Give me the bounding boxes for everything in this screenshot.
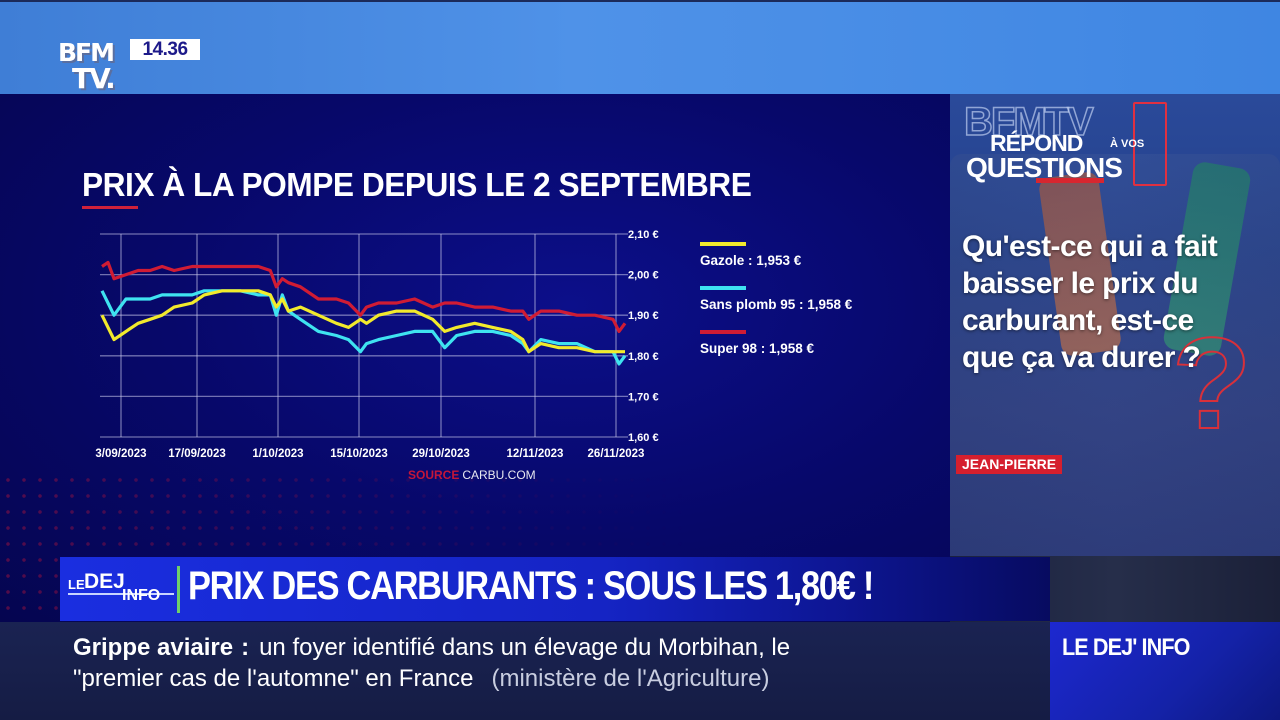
- chart-title: PRIX À LA POMPE DEPUIS LE 2 SEPTEMBRE: [82, 166, 752, 203]
- chart-lines: [100, 260, 627, 366]
- x-axis-ticks: 3/09/2023 17/09/2023 1/10/2023 15/10/2023 29…: [95, 448, 644, 460]
- svg-text:29/10/2023: 29/10/2023: [412, 448, 470, 460]
- questions-accent-bar: [1036, 178, 1104, 183]
- legend-label: Super 98 : 1,958 €: [700, 341, 815, 356]
- source-value: CARBU.COM: [462, 468, 536, 482]
- legend-swatch-super98: [700, 330, 746, 334]
- svg-text:1,60 €: 1,60 €: [628, 432, 659, 444]
- legend-swatch-gazole: [700, 242, 746, 246]
- repond-label: RÉPOND: [990, 130, 1083, 156]
- svg-text:26/11/2023: 26/11/2023: [588, 448, 645, 460]
- logo-dej: DEJ: [84, 570, 125, 593]
- show-name-badge: LE DEJ' INFO: [1050, 622, 1280, 720]
- asker-name-tag: JEAN-PIERRE: [956, 455, 1063, 474]
- ticker-text-1: un foyer identifié dans un élevage du Mo…: [259, 634, 791, 661]
- avos-label: À VOS: [1110, 138, 1145, 150]
- news-ticker: Grippe aviaire: un foyer identifié dans u…: [0, 622, 1050, 720]
- y-axis-ticks: 2,10 € 2,00 € 1,90 € 1,80 € 1,70 € 1,60 €: [628, 229, 659, 444]
- svg-text:2,00 €: 2,00 €: [628, 270, 659, 282]
- logo-info: INFO: [122, 587, 161, 604]
- ticker-source: (ministère de l'Agriculture): [491, 665, 770, 692]
- questions-label: QUESTIONS: [966, 152, 1123, 183]
- ticker-line-1: Grippe aviaire: un foyer identifié dans u…: [73, 634, 790, 662]
- svg-text:3/09/2023: 3/09/2023: [95, 448, 146, 460]
- question-mark-icon: ?: [1171, 310, 1252, 456]
- logo-bfm-text: BFM: [58, 38, 115, 67]
- headline-text: PRIX DES CARBURANTS : SOUS LES 1,80€ !: [188, 564, 874, 608]
- le-dej-info-logo: LE DEJ INFO: [66, 569, 176, 609]
- clock: 14.36: [130, 39, 200, 60]
- top-banner: BFM TV. 14.36: [0, 0, 1280, 95]
- svg-text:1,90 €: 1,90 €: [628, 310, 659, 322]
- ticker-colon: :: [241, 634, 250, 661]
- chart-source: SOURCE CARBU.COM: [408, 468, 536, 482]
- legend-label: Sans plomb 95 : 1,958 €: [700, 297, 853, 312]
- bfmtv-outline-logo: BFMTV: [963, 99, 1094, 145]
- svg-text:1/10/2023: 1/10/2023: [252, 448, 303, 460]
- chart-panel: PRIX À LA POMPE DEPUIS LE 2 SEPTEMBRE 2,…: [0, 94, 950, 622]
- svg-text:1,80 €: 1,80 €: [628, 351, 659, 363]
- viewer-question-panel: BFMTV RÉPOND À VOS QUESTIONS ? Qu'est-ce…: [950, 94, 1280, 622]
- title-accent-bar: [82, 206, 138, 209]
- svg-text:12/11/2023: 12/11/2023: [507, 448, 564, 460]
- svg-text:15/10/2023: 15/10/2023: [330, 448, 388, 460]
- series-line-sans-plomb-95: [100, 289, 627, 366]
- svg-text:2,10 €: 2,10 €: [628, 229, 659, 241]
- svg-text:1,70 €: 1,70 €: [628, 391, 659, 403]
- viewer-question: Qu'est-ce qui a fait baisser le prix du …: [962, 230, 1218, 374]
- headline-bar: LE DEJ INFO PRIX DES CARBURANTS : SOUS L…: [60, 557, 1050, 621]
- series-line-super-98: [101, 260, 627, 333]
- headline-separator: [177, 566, 180, 613]
- legend-swatch-sp95: [700, 286, 746, 290]
- ticker-topic: Grippe aviaire: [73, 634, 234, 661]
- line-chart: 2,10 € 2,00 € 1,90 € 1,80 € 1,70 € 1,60 € 3/0…: [95, 229, 659, 460]
- series-line-gazole: [100, 289, 625, 354]
- logo-tv-text: TV.: [72, 62, 116, 95]
- ticker-text-2: "premier cas de l'automne" en France: [73, 665, 474, 692]
- chart-grid: [100, 233, 628, 438]
- svg-text:17/09/2023: 17/09/2023: [168, 448, 226, 460]
- logo-le: LE: [68, 577, 85, 592]
- exclamation-outline-icon: [1133, 102, 1167, 186]
- show-name-text: LE DEJ' INFO: [1062, 634, 1190, 661]
- logo-line: [68, 593, 174, 595]
- legend-label: Gazole : 1,953 €: [700, 253, 802, 268]
- bfmtv-logo: BFM TV.: [58, 38, 128, 95]
- ticker-line-2: "premier cas de l'automne" en France (min…: [73, 665, 770, 693]
- source-key: SOURCE: [408, 468, 460, 482]
